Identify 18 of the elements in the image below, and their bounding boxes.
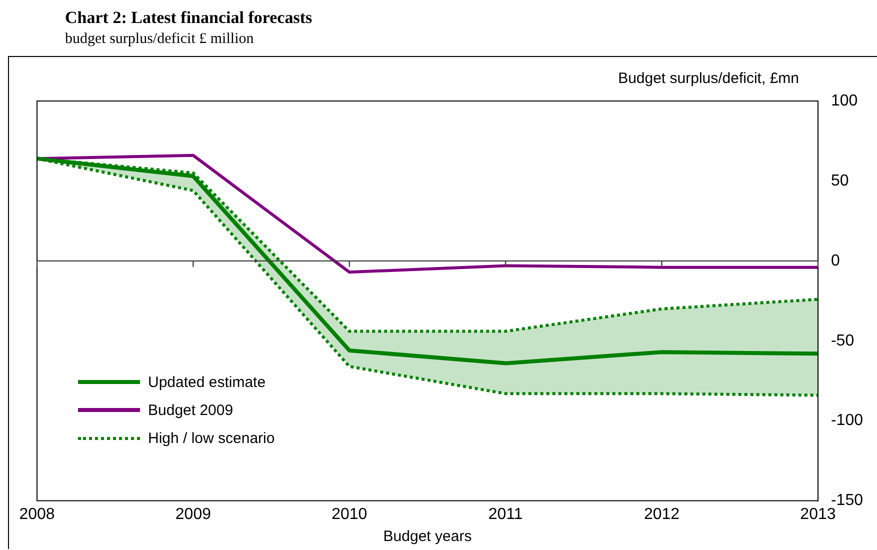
y-tick-label: 0 [830,252,840,270]
y-axis-title: Budget surplus/deficit, £mn [618,70,799,87]
x-tick-label: 2013 [800,506,836,523]
chart-subtitle: budget surplus/deficit £ million [65,31,254,48]
y-tick-label: -100 [830,412,864,430]
legend-label: Updated estimate [148,374,266,390]
legend-label: Budget 2009 [148,402,234,418]
y-tick-label: 100 [830,92,858,110]
x-tick-label: 2009 [175,506,212,523]
x-tick-label: 2011 [488,506,523,523]
x-axis-title: Budget years [383,528,472,546]
y-tick-label: -50 [830,332,854,350]
x-tick-label: 2008 [19,506,55,523]
y-tick-label: 50 [830,172,849,190]
chart-title: Chart 2: Latest financial forecasts [65,8,312,28]
legend-label: High / low scenario [148,430,275,446]
x-tick-label: 2010 [332,506,368,523]
x-tick-label: 2012 [644,506,680,523]
